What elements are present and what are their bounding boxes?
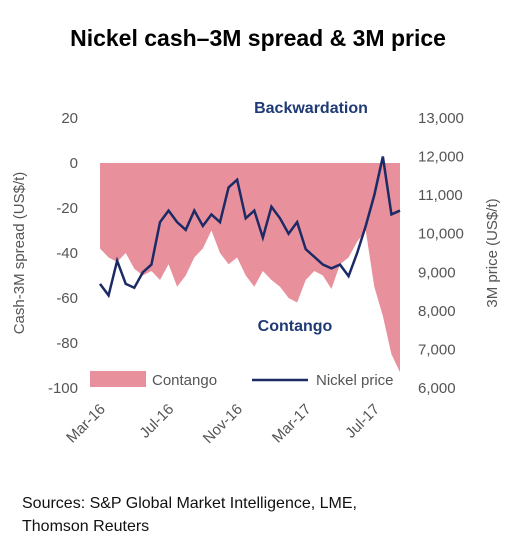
contango-area: [100, 163, 400, 373]
legend-label: Nickel price: [316, 372, 394, 389]
price-line: [98, 156, 401, 299]
x-tick-label: Mar-16: [63, 401, 109, 447]
y-tick-label: -60: [56, 290, 78, 307]
annotation: Backwardation: [254, 100, 368, 117]
legend-swatch: [90, 371, 146, 387]
y2-tick-label: 8,000: [418, 303, 456, 320]
x-tick-label: Mar-17: [269, 401, 315, 447]
x-tick-label: Nov-16: [200, 401, 246, 447]
y-tick-label: -40: [56, 245, 78, 262]
x-tick-label: Jul-17: [342, 401, 383, 442]
annotation: Contango: [258, 318, 333, 335]
y-tick-label: -20: [56, 200, 78, 217]
y2-tick-label: 13,000: [418, 110, 464, 127]
y-tick-label: 0: [70, 155, 78, 172]
y-tick-label: -80: [56, 335, 78, 352]
legend-label: Contango: [152, 372, 217, 389]
x-tick-label: Jul-16: [136, 401, 177, 442]
y-tick-label: -100: [48, 380, 78, 397]
chart-title: Nickel cash–3M spread & 3M price: [70, 25, 446, 51]
y-tick-label: 20: [61, 110, 78, 127]
y2-tick-label: 9,000: [418, 264, 456, 281]
source: Thomson Reuters: [22, 518, 149, 535]
y2-tick-label: 11,000: [418, 187, 463, 204]
y2-axis-label: 3M price (US$/t): [484, 198, 501, 307]
y2-tick-label: 7,000: [418, 341, 456, 358]
y-axis-label: Cash-3M spread (US$/t): [11, 172, 28, 335]
source: Sources: S&P Global Market Intelligence,…: [22, 495, 357, 512]
y2-tick-label: 6,000: [418, 380, 456, 397]
y2-tick-label: 12,000: [418, 149, 464, 166]
y2-tick-label: 10,000: [418, 226, 464, 243]
